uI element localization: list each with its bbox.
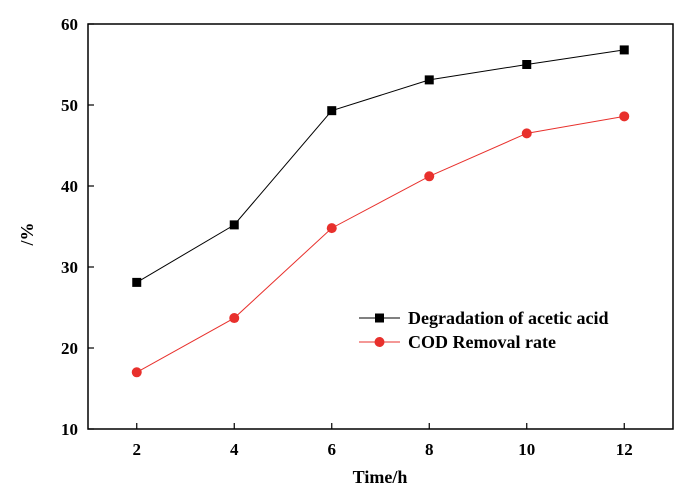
data-point-square [424, 75, 434, 85]
data-point-square [619, 45, 629, 55]
data-point-circle [521, 128, 532, 139]
x-tick-label: 4 [230, 440, 239, 459]
y-tick-label: 40 [61, 177, 78, 196]
x-tick-label: 6 [328, 440, 337, 459]
x-tick-label: 10 [518, 440, 535, 459]
x-tick-label: 2 [133, 440, 142, 459]
data-point-square [327, 106, 337, 116]
data-point-circle [229, 313, 240, 324]
data-point-square [132, 277, 142, 287]
y-tick-label: 30 [61, 258, 78, 277]
legend-marker-square [375, 313, 384, 323]
legend-label-cod: COD Removal rate [408, 332, 556, 352]
axis-ticks: 2 4 6 8 10 12 10 20 30 40 50 60 [61, 15, 633, 459]
y-tick-label: 60 [61, 15, 78, 34]
data-point-circle [424, 171, 435, 182]
plot-frame [87, 23, 674, 430]
legend: Degradation of acetic acid COD Removal r… [359, 308, 608, 352]
x-axis-title: Time/h [353, 467, 408, 487]
series-line-0 [136, 49, 625, 283]
y-tick-label: 20 [61, 339, 78, 358]
data-point-square [229, 220, 239, 230]
legend-marker-circle [374, 337, 385, 347]
y-tick-label: 10 [61, 420, 78, 439]
series-line-1 [136, 115, 625, 373]
data-point-circle [326, 223, 337, 234]
y-tick-label: 50 [61, 96, 78, 115]
x-tick-label: 12 [616, 440, 633, 459]
series-layer [131, 45, 630, 378]
data-point-circle [619, 111, 630, 122]
y-axis-title: /% [17, 222, 37, 246]
x-tick-label: 8 [425, 440, 434, 459]
data-point-circle [131, 367, 142, 378]
legend-label-acetic-acid: Degradation of acetic acid [408, 308, 608, 328]
data-point-square [522, 60, 532, 69]
